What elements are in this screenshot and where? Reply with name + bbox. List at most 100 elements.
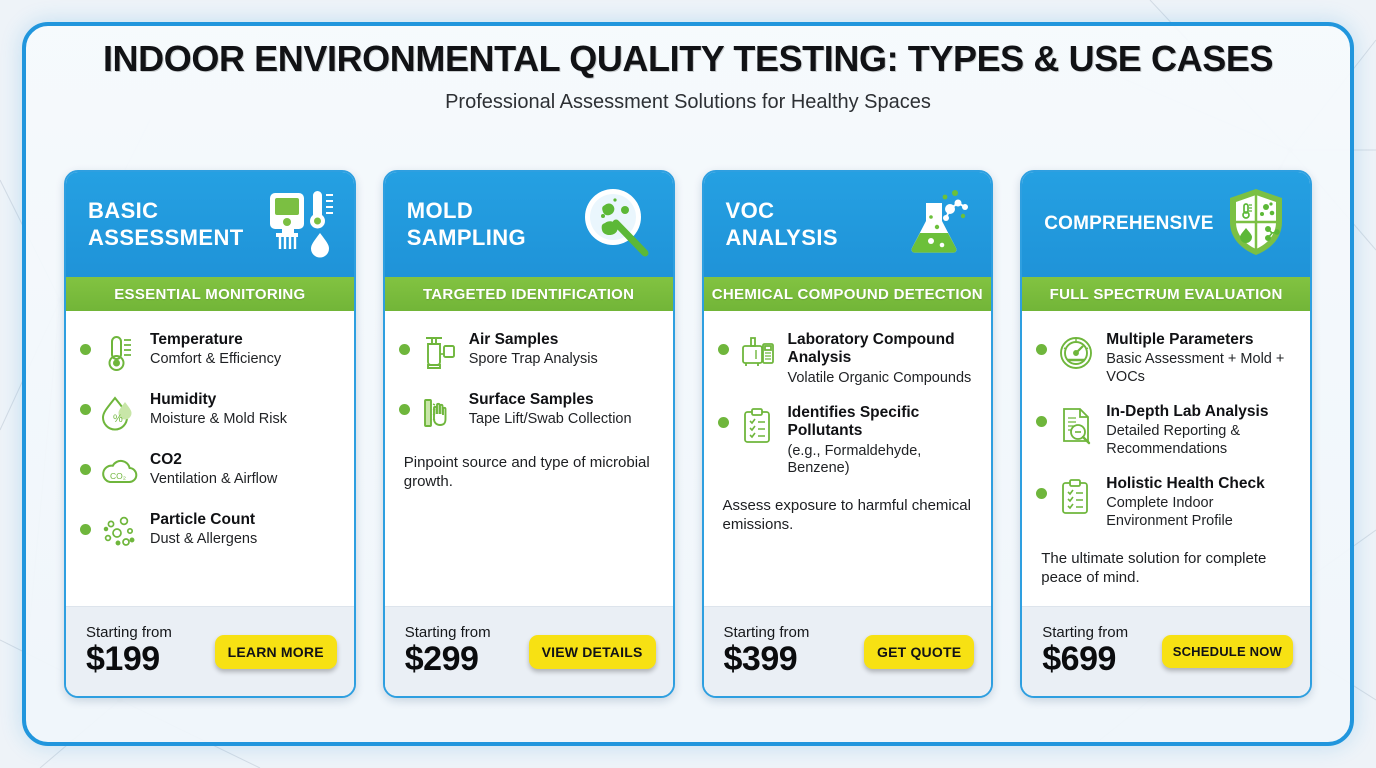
- card-header: MOLD SAMPLING: [384, 172, 673, 277]
- price-label: Starting from: [723, 623, 810, 641]
- svg-text:CO₂: CO₂: [110, 471, 126, 481]
- feature-title: Air Samples: [468, 331, 559, 348]
- card-voc-analysis[interactable]: VOC ANALYSIS CHEMICAL COMPOUND DETECTION: [701, 170, 994, 698]
- card-band: TARGETED IDENTIFICATION: [384, 277, 673, 311]
- page-title: INDOOR ENVIRONMENTAL QUALITY TESTING: TY…: [102, 38, 1274, 79]
- bullet-dot: [80, 464, 91, 475]
- price-block: Starting from $699: [1042, 623, 1129, 678]
- card-body: Air Samples Spore Trap Analysis Surface …: [385, 311, 673, 606]
- card-comprehensive[interactable]: COMPREHENSIVE: [1020, 170, 1312, 698]
- feature-title: Humidity: [150, 391, 217, 408]
- feature-desc: Volatile Organic Compounds: [787, 369, 972, 386]
- lab-instrument-icon: [737, 332, 779, 374]
- feature-title: CO2: [150, 451, 182, 468]
- swab-hand-icon: [418, 392, 460, 434]
- bullet-dot: [1036, 344, 1048, 355]
- particle-dots-icon: [99, 512, 141, 554]
- card-note: The ultimate solution for complete peace…: [1041, 550, 1267, 587]
- feature-title: In-Depth Lab Analysis: [1106, 403, 1269, 421]
- document-magnifier-icon: [1055, 404, 1097, 446]
- thermostat-hygrometer-icon: [256, 183, 340, 267]
- card-title: VOC ANALYSIS: [725, 198, 838, 250]
- feature-title: Temperature: [150, 331, 243, 348]
- feature-item: Holistic Health Check Complete Indoor En…: [1036, 475, 1294, 530]
- card-header: COMPREHENSIVE: [1022, 172, 1310, 277]
- price-value: $399: [723, 640, 798, 679]
- feature-item: Laboratory Compound Analysis Volatile Or…: [717, 331, 976, 387]
- card-footer: Starting from $199 LEARN MORE: [66, 606, 354, 696]
- card-band: FULL SPECTRUM EVALUATION: [1022, 277, 1310, 311]
- co2-cloud-icon: CO₂: [99, 452, 141, 494]
- feature-item: Identifies Specific Pollutants (e.g., Fo…: [717, 403, 976, 477]
- feature-item: Surface Samples Tape Lift/Swab Collectio…: [398, 391, 657, 434]
- card-footer: Starting from $399 GET QUOTE: [703, 606, 992, 696]
- feature-item: % Humidity Moisture & Mold Risk: [80, 391, 338, 434]
- pricing-cards-row: BASIC ASSESSMENT ESSENTIAL MONI: [64, 170, 1312, 698]
- schedule-now-button[interactable]: SCHEDULE NOW: [1161, 635, 1293, 668]
- clipboard-checklist-icon: [737, 405, 779, 447]
- price-block: Starting from $299: [404, 623, 491, 679]
- card-band-label: CHEMICAL COMPOUND DETECTION: [711, 285, 983, 303]
- bullet-dot: [1036, 488, 1048, 500]
- price-label: Starting from: [1042, 623, 1129, 641]
- bullet-dot: [1036, 416, 1048, 428]
- air-pump-icon: [418, 332, 460, 374]
- card-title: MOLD SAMPLING: [406, 198, 527, 250]
- card-header: BASIC ASSESSMENT: [66, 172, 354, 277]
- petri-dish-swab-icon: [575, 183, 659, 267]
- clipboard-checklist-icon: [1055, 476, 1097, 518]
- price-value: $299: [404, 640, 479, 679]
- card-body: Temperature Comfort & Efficiency % Humid…: [66, 311, 354, 606]
- bullet-dot: [717, 416, 729, 428]
- card-mold-sampling[interactable]: MOLD SAMPLING TARGETED IDENTIFICATION: [382, 170, 675, 698]
- feature-item: Temperature Comfort & Efficiency: [80, 331, 338, 374]
- title-block: INDOOR ENVIRONMENTAL QUALITY TESTING: TY…: [0, 38, 1376, 114]
- card-basic-assessment[interactable]: BASIC ASSESSMENT ESSENTIAL MONI: [64, 170, 356, 698]
- get-quote-button[interactable]: GET QUOTE: [864, 634, 975, 669]
- card-footer: Starting from $699 SCHEDULE NOW: [1022, 606, 1310, 696]
- bullet-dot: [80, 404, 91, 415]
- card-body: Multiple Parameters Basic Assessment + M…: [1022, 311, 1310, 606]
- chemistry-flask-molecule-icon: [893, 183, 977, 267]
- card-band: CHEMICAL COMPOUND DETECTION: [703, 277, 992, 311]
- bullet-dot: [398, 344, 410, 355]
- card-body: Laboratory Compound Analysis Volatile Or…: [704, 311, 992, 606]
- feature-desc: Comfort & Efficiency: [150, 351, 282, 368]
- page-subtitle: Professional Assessment Solutions for He…: [445, 91, 931, 113]
- feature-title: Particle Count: [150, 511, 256, 528]
- card-title: COMPREHENSIVE: [1044, 213, 1214, 235]
- feature-desc: Detailed Reporting & Recommendations: [1106, 423, 1241, 457]
- feature-desc: Tape Lift/Swab Collection: [468, 411, 632, 428]
- card-footer: Starting from $299 VIEW DETAILS: [384, 606, 673, 696]
- feature-desc: Complete Indoor Environment Profile: [1106, 495, 1233, 529]
- card-band-label: TARGETED IDENTIFICATION: [422, 285, 635, 303]
- feature-title: Holistic Health Check: [1106, 475, 1265, 493]
- bullet-dot: [80, 344, 91, 355]
- learn-more-button[interactable]: LEARN MORE: [214, 634, 337, 669]
- price-value: $199: [86, 640, 160, 679]
- bullet-dot: [398, 404, 410, 415]
- card-note: Pinpoint source and type of microbial gr…: [403, 454, 650, 491]
- view-details-button[interactable]: VIEW DETAILS: [528, 634, 656, 669]
- feature-title: Multiple Parameters: [1106, 331, 1254, 348]
- card-note: Assess exposure to harmful chemical emis…: [722, 497, 971, 534]
- feature-desc: Dust & Allergens: [150, 531, 258, 548]
- humidity-droplet-icon: %: [99, 392, 141, 434]
- feature-item: Particle Count Dust & Allergens: [80, 511, 338, 554]
- thermometer-icon: [99, 332, 141, 374]
- price-label: Starting from: [404, 623, 491, 641]
- card-band-label: FULL SPECTRUM EVALUATION: [1049, 285, 1283, 303]
- bullet-dot: [80, 524, 91, 535]
- price-block: Starting from $199: [86, 623, 172, 679]
- price-label: Starting from: [86, 623, 172, 641]
- shield-quadrant-icon: [1214, 183, 1298, 267]
- feature-desc: (e.g., Formaldehyde, Benzene): [787, 442, 922, 476]
- feature-desc: Moisture & Mold Risk: [150, 411, 287, 428]
- card-band-label: ESSENTIAL MONITORING: [114, 285, 306, 303]
- price-block: Starting from $399: [723, 623, 810, 679]
- svg-text:%: %: [113, 413, 123, 425]
- feature-title: Laboratory Compound Analysis: [787, 331, 955, 367]
- feature-title: Identifies Specific Pollutants: [787, 403, 920, 440]
- feature-title: Surface Samples: [468, 391, 594, 408]
- feature-desc: Spore Trap Analysis: [468, 351, 598, 368]
